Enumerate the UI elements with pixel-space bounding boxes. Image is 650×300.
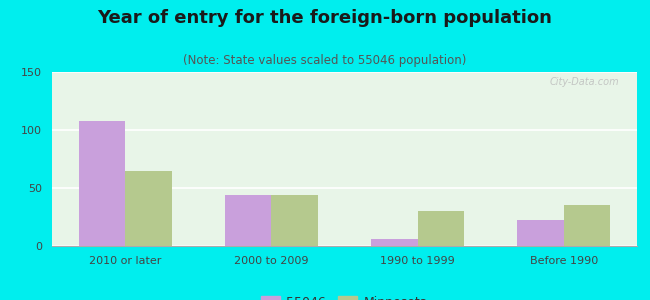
Bar xyxy=(125,171,172,246)
Bar xyxy=(517,220,564,246)
Bar xyxy=(370,239,417,246)
Bar xyxy=(564,206,610,246)
Bar xyxy=(225,195,272,246)
Legend: 55046, Minnesota: 55046, Minnesota xyxy=(256,290,433,300)
Bar xyxy=(417,211,464,246)
Text: Year of entry for the foreign-born population: Year of entry for the foreign-born popul… xyxy=(98,9,552,27)
Bar xyxy=(79,121,125,246)
Bar xyxy=(272,195,318,246)
Text: (Note: State values scaled to 55046 population): (Note: State values scaled to 55046 popu… xyxy=(183,54,467,67)
Text: City-Data.com: City-Data.com xyxy=(550,77,619,87)
